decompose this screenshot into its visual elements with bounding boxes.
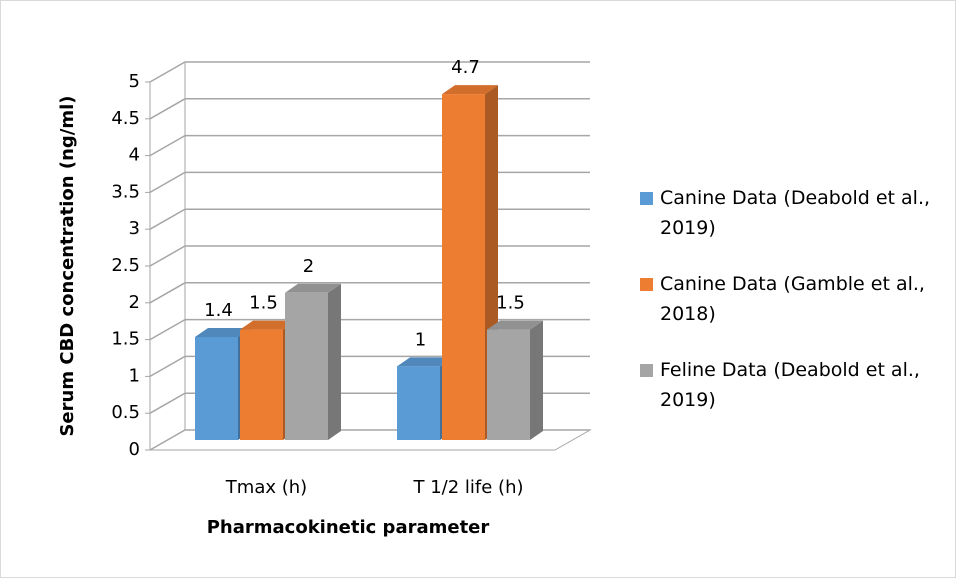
legend-label: Canine Data (Deabold et al., 2019) (660, 187, 931, 239)
legend-entry: Canine Data (Gamble et al., 2018) (640, 269, 956, 329)
y-tick-label: 3.5 (111, 181, 140, 202)
bar-top (397, 357, 453, 367)
y-tick-label: 4 (129, 145, 140, 166)
x-tick-label: T 1/2 life (h) (413, 477, 524, 498)
legend-swatch (640, 192, 653, 205)
legend-swatch (640, 278, 653, 291)
y-tick-label: 1 (129, 365, 140, 386)
y-tick-label: 0.5 (111, 402, 140, 423)
y-tick-label: 4.5 (111, 108, 140, 129)
y-tick-label: 2 (129, 292, 140, 313)
bar-top (195, 327, 251, 337)
legend-label: Canine Data (Gamble et al., 2018) (660, 273, 925, 325)
data-label: 2 (303, 256, 314, 277)
bar (397, 366, 440, 440)
bar-top (240, 320, 296, 330)
bar-side (530, 320, 543, 440)
bar-top (487, 320, 543, 330)
y-tick-label: 0 (129, 439, 140, 460)
bar-top (442, 85, 498, 95)
legend-label: Feline Data (Deabold et al., 2019) (660, 359, 920, 411)
y-tick-label: 3 (129, 218, 140, 239)
legend-swatch (640, 364, 653, 377)
data-label: 4.7 (451, 57, 480, 78)
data-label: 1.5 (496, 293, 525, 314)
x-axis-label: Pharmacokinetic parameter (207, 517, 490, 538)
legend-entry: Feline Data (Deabold et al., 2019) (640, 355, 956, 415)
bar (442, 94, 485, 440)
bar-side (328, 283, 341, 440)
bar (285, 292, 328, 440)
legend-entry: Canine Data (Deabold et al., 2019) (640, 183, 956, 243)
bar (195, 336, 238, 440)
bar (240, 329, 283, 440)
data-label: 1.4 (204, 300, 233, 321)
data-label: 1.5 (249, 293, 278, 314)
data-label: 1 (415, 329, 426, 350)
y-axis-label: Serum CBD concentration (ng/ml) (57, 95, 78, 436)
x-tick-label: Tmax (h) (225, 477, 307, 498)
grid-line (149, 61, 590, 83)
bar (487, 329, 530, 440)
bar-top (285, 283, 341, 293)
y-tick-label: 5 (129, 71, 140, 92)
y-tick-label: 1.5 (111, 329, 140, 350)
y-tick-label: 2.5 (111, 255, 140, 276)
